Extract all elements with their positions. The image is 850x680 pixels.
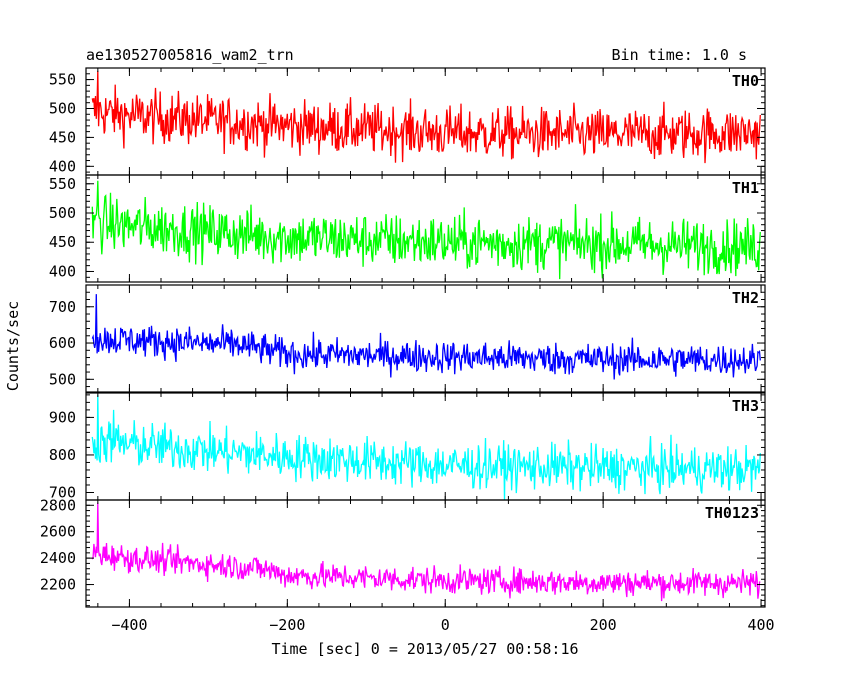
y-tick-label: 550	[49, 175, 76, 193]
panel-frame	[85, 284, 766, 393]
x-tick-label: 200	[590, 616, 617, 634]
panel-label: TH0	[732, 72, 759, 90]
x-tick-label: −200	[269, 616, 305, 634]
x-axis-label: Time [sec] 0 = 2013/05/27 00:58:16	[271, 640, 578, 658]
x-tick-label: 400	[748, 616, 775, 634]
y-tick-label: 400	[49, 262, 76, 280]
bin-time-label: Bin time: 1.0 s	[612, 46, 747, 64]
panels-group: 400 450 500 550 TH0 400 450 500 550 TH1 500 600 700 T…	[40, 67, 775, 634]
panel-th2: 500 600 700 TH2	[49, 284, 766, 393]
x-tick-label: −400	[111, 616, 147, 634]
chart-title: ae130527005816_wam2_trn	[86, 46, 294, 64]
series-th0	[91, 70, 761, 164]
y-tick-label: 700	[49, 483, 76, 501]
y-axis-label: Counts/sec	[4, 301, 22, 391]
y-tick-label: 900	[49, 408, 76, 426]
y-tick-label: 550	[49, 71, 76, 89]
series-th1	[91, 180, 761, 280]
y-tick-label: 500	[49, 370, 76, 388]
y-tick-label: 2400	[40, 549, 76, 567]
y-tick-label: 700	[49, 298, 76, 316]
panel-label: TH1	[732, 179, 759, 197]
series-th0123	[91, 502, 761, 602]
panel-label: TH0123	[705, 504, 759, 522]
panel-th0123: 2200 2400 2600 2800 TH0123	[40, 496, 766, 608]
panel-frame	[85, 499, 766, 608]
y-tick-label: 500	[49, 99, 76, 117]
y-tick-label: 2200	[40, 576, 76, 594]
panel-label: TH2	[732, 289, 759, 307]
panel-label: TH3	[732, 397, 759, 415]
y-tick-label: 400	[49, 157, 76, 175]
panel-th0: 400 450 500 550 TH0	[49, 67, 766, 176]
y-tick-label: 450	[49, 233, 76, 251]
y-tick-label: 2800	[40, 496, 76, 514]
y-tick-label: 600	[49, 334, 76, 352]
series-th3	[91, 394, 761, 500]
y-tick-label: 2600	[40, 523, 76, 541]
panel-th3: 700 800 900 TH3	[49, 392, 766, 501]
series-th2	[91, 294, 761, 380]
panel-th1: 400 450 500 550 TH1	[49, 174, 766, 283]
y-tick-label: 800	[49, 446, 76, 464]
y-tick-label: 500	[49, 204, 76, 222]
panel-frame	[85, 174, 766, 283]
y-tick-label: 450	[49, 128, 76, 146]
x-tick-label: 0	[441, 616, 450, 634]
